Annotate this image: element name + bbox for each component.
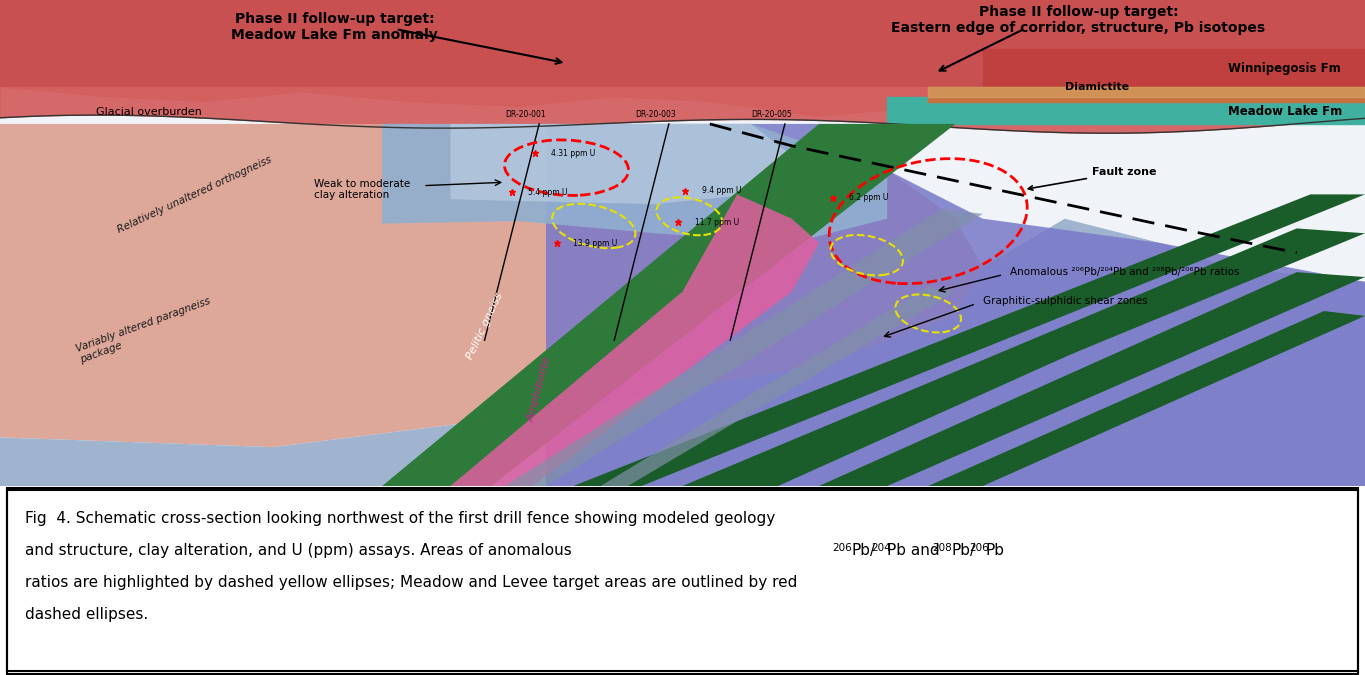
Text: 13.9 ppm U: 13.9 ppm U <box>573 238 617 248</box>
Text: 206: 206 <box>833 543 852 553</box>
Polygon shape <box>0 88 1365 133</box>
Text: Fig  4. Schematic cross-section looking northwest of the first drill fence showi: Fig 4. Schematic cross-section looking n… <box>25 510 775 526</box>
Text: 204: 204 <box>871 543 890 553</box>
Polygon shape <box>983 49 1365 88</box>
Text: DR-20-003: DR-20-003 <box>635 110 676 119</box>
Text: DR-20-001: DR-20-001 <box>505 110 546 119</box>
Polygon shape <box>0 124 983 447</box>
Text: Variably altered paragneiss
package: Variably altered paragneiss package <box>75 296 216 365</box>
Text: ratios are highlighted by dashed yellow ellipses; Meadow and Levee target areas : ratios are highlighted by dashed yellow … <box>25 575 797 590</box>
Text: 208: 208 <box>932 543 951 553</box>
Polygon shape <box>450 124 792 204</box>
Polygon shape <box>928 88 1365 97</box>
Text: Diamictite: Diamictite <box>1065 82 1129 92</box>
Polygon shape <box>0 219 1365 486</box>
Polygon shape <box>382 124 956 486</box>
Text: 4.31 ppm U: 4.31 ppm U <box>551 148 595 157</box>
Polygon shape <box>546 124 1365 486</box>
Text: 206: 206 <box>969 543 988 553</box>
FancyBboxPatch shape <box>7 490 1358 671</box>
Text: dashed ellipses.: dashed ellipses. <box>25 607 147 622</box>
FancyBboxPatch shape <box>0 0 1365 486</box>
Polygon shape <box>505 209 983 486</box>
Polygon shape <box>682 228 1365 486</box>
Polygon shape <box>601 287 956 486</box>
Polygon shape <box>573 194 1365 486</box>
Text: 6.2 ppm U: 6.2 ppm U <box>849 193 889 202</box>
Text: Winnipegosis Fm: Winnipegosis Fm <box>1228 61 1342 74</box>
Polygon shape <box>0 0 1365 117</box>
Text: Amphibolite: Amphibolite <box>526 355 553 423</box>
Text: Phase II follow-up target:
Eastern edge of corridor, structure, Pb isotopes: Phase II follow-up target: Eastern edge … <box>891 5 1265 35</box>
Polygon shape <box>928 311 1365 486</box>
Text: Fault zone: Fault zone <box>1028 167 1156 190</box>
Text: Graphitic-sulphidic shear zones: Graphitic-sulphidic shear zones <box>983 296 1148 306</box>
Text: Pb and: Pb and <box>887 543 945 558</box>
Text: Pb: Pb <box>986 543 1005 558</box>
Polygon shape <box>887 97 1365 124</box>
Polygon shape <box>382 124 887 243</box>
Text: 5.4 ppm U: 5.4 ppm U <box>528 188 568 197</box>
Text: 9.4 ppm U: 9.4 ppm U <box>702 186 741 195</box>
Text: Glacial overburden: Glacial overburden <box>96 107 202 117</box>
Text: Pb/: Pb/ <box>852 543 876 558</box>
Polygon shape <box>737 248 1297 486</box>
Polygon shape <box>928 88 1365 102</box>
Text: Relatively unaltered orthogneiss: Relatively unaltered orthogneiss <box>116 154 273 235</box>
Text: and structure, clay alteration, and U (ppm) assays. Areas of anomalous: and structure, clay alteration, and U (p… <box>25 543 576 558</box>
Text: Weak to moderate
clay alteration: Weak to moderate clay alteration <box>314 179 411 200</box>
Text: Anomalous ²⁰⁶Pb/²⁰⁴Pb and ²⁰⁸Pb/²⁰⁶Pb ratios: Anomalous ²⁰⁶Pb/²⁰⁴Pb and ²⁰⁸Pb/²⁰⁶Pb ra… <box>1010 267 1239 277</box>
Polygon shape <box>450 194 819 486</box>
Text: Meadow Lake Fm: Meadow Lake Fm <box>1228 105 1343 118</box>
Text: Pb/: Pb/ <box>951 543 976 558</box>
Text: Pelitic gneiss: Pelitic gneiss <box>464 291 505 360</box>
Polygon shape <box>819 272 1365 486</box>
Text: DR-20-005: DR-20-005 <box>751 110 792 119</box>
Text: 11.7 ppm U: 11.7 ppm U <box>695 217 738 227</box>
Text: Phase II follow-up target:
Meadow Lake Fm anomaly: Phase II follow-up target: Meadow Lake F… <box>231 12 438 43</box>
